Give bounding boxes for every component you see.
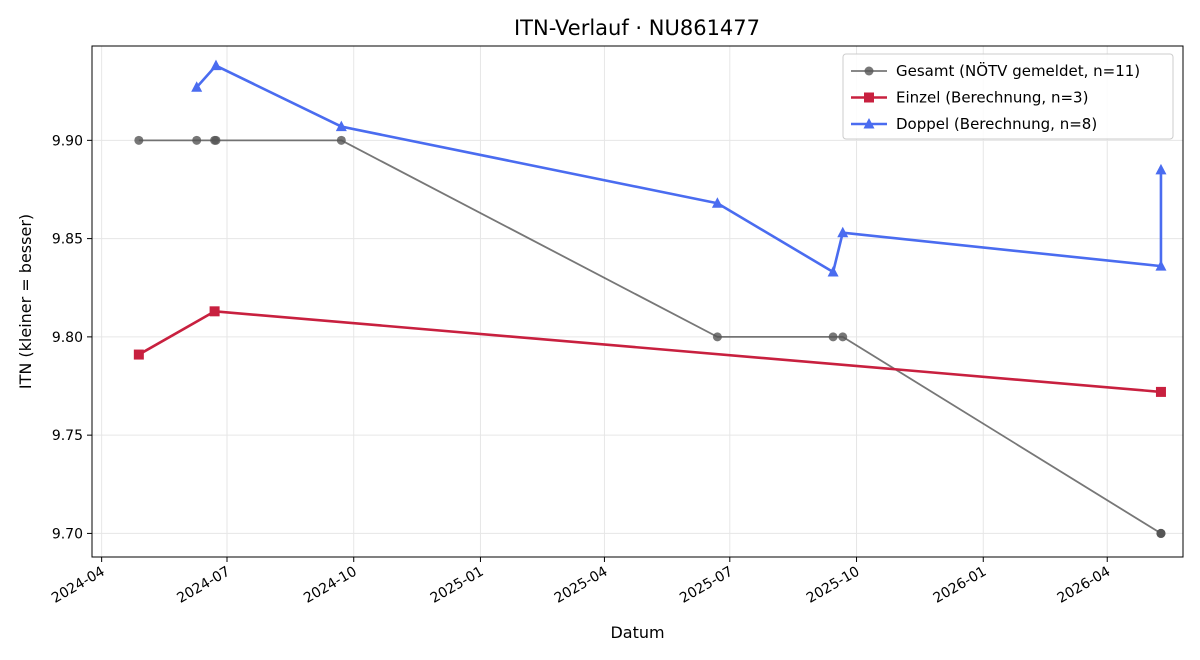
data-point — [1155, 163, 1167, 175]
y-tick-label: 9.80 — [52, 330, 83, 346]
legend: Gesamt (NÖTV gemeldet, n=11) Einzel (Bere… — [842, 53, 1174, 140]
x-tick-label: 2026-04 — [1055, 564, 1114, 607]
data-point — [192, 135, 202, 145]
chart-title: ITN-Verlauf · NU861477 — [514, 16, 760, 40]
data-point — [837, 226, 849, 238]
legend-box — [842, 53, 1174, 140]
data-point — [827, 266, 839, 277]
series-line — [195, 64, 1163, 274]
x-axis: 2024-04 2024-07 2024-10 2025-01 2025-04 2025-… — [49, 557, 1113, 607]
plot-frame — [91, 45, 1184, 558]
data-point — [1155, 386, 1166, 397]
series-layer — [133, 59, 1167, 538]
x-axis-title: Datum — [610, 623, 664, 642]
data-point — [1156, 528, 1166, 538]
grid-lines — [92, 46, 1183, 557]
legend-marker — [864, 92, 874, 103]
legend-marker — [864, 66, 874, 76]
data-point — [335, 120, 347, 132]
legend-label: Gesamt (NÖTV gemeldet, n=11) — [896, 61, 1140, 80]
y-tick-label: 9.85 — [52, 232, 83, 248]
data-point — [210, 59, 222, 71]
legend-label: Einzel (Berechnung, n=3) — [896, 89, 1088, 107]
legend-marker — [863, 118, 875, 129]
series-einzel — [133, 306, 1166, 397]
y-axis-title: ITN (kleiner = besser) — [16, 214, 35, 389]
data-point — [712, 332, 722, 342]
data-point — [838, 332, 848, 342]
x-tick-label: 2024-04 — [49, 564, 108, 607]
series-gesamt — [134, 135, 1166, 538]
x-tick-label: 2025-01 — [428, 564, 487, 607]
y-axis: 9.70 9.75 9.80 9.85 9.90 — [52, 133, 92, 542]
y-tick-label: 9.75 — [52, 428, 83, 444]
x-tick-label: 2025-04 — [552, 564, 611, 607]
data-point — [336, 135, 346, 145]
data-point — [191, 81, 203, 92]
data-point — [711, 197, 723, 208]
data-point — [133, 349, 144, 360]
legend-label: Doppel (Berechnung, n=8) — [896, 115, 1097, 133]
data-point — [211, 135, 221, 145]
x-tick-label: 2025-07 — [677, 564, 736, 607]
x-tick-label: 2026-01 — [931, 564, 990, 607]
y-tick-label: 9.70 — [52, 526, 83, 542]
x-tick-label: 2025-10 — [804, 564, 863, 607]
x-tick-label: 2024-10 — [301, 564, 360, 607]
data-point — [209, 306, 220, 317]
data-point — [1155, 260, 1167, 271]
x-tick-label: 2024-07 — [174, 564, 233, 607]
data-point — [134, 135, 144, 145]
series-doppel — [191, 59, 1167, 277]
series-line — [138, 310, 1162, 394]
data-point — [828, 332, 838, 342]
y-tick-label: 9.90 — [52, 133, 83, 149]
